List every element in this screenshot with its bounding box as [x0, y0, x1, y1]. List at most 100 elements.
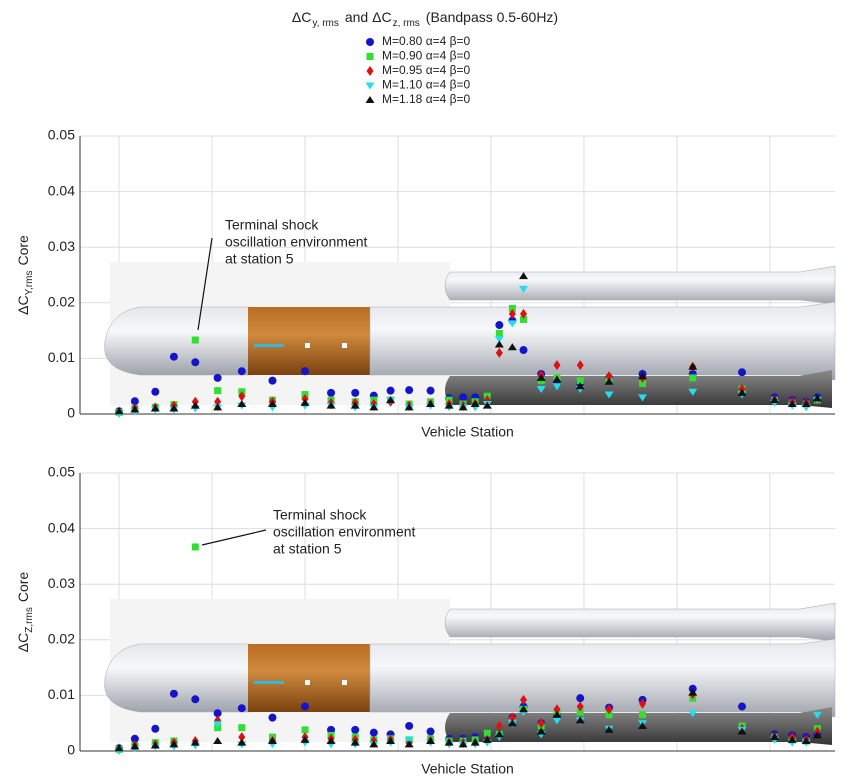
- marker-circle: [738, 368, 747, 377]
- marker-circle: [405, 721, 414, 730]
- marker-diamond: [366, 66, 374, 76]
- x-axis-label: Vehicle Station: [421, 424, 514, 440]
- marker-square: [576, 377, 584, 385]
- marker-triangle-up: [444, 738, 454, 746]
- x-axis-label: Vehicle Station: [421, 761, 514, 777]
- marker-square: [495, 329, 503, 337]
- title: ΔCy, rms and ΔCz, rms (Bandpass 0.5-60Hz): [292, 9, 558, 29]
- title-subscript: y, rms: [312, 18, 338, 29]
- marker-triangle-up: [737, 388, 747, 396]
- title-subscript: z, rms: [393, 18, 420, 29]
- y-label-text: ΔC: [15, 295, 31, 314]
- marker-diamond: [508, 712, 516, 723]
- marker-diamond: [576, 360, 584, 371]
- marker-circle: [386, 386, 395, 395]
- marker-square: [520, 315, 528, 323]
- y-tick-label: 0.03: [48, 238, 75, 254]
- marker-triangle-up: [507, 343, 517, 351]
- marker-triangle-up: [350, 401, 360, 409]
- marker-triangle-up: [190, 401, 200, 409]
- marker-diamond: [605, 371, 613, 382]
- annotation-arrow: [201, 529, 267, 546]
- marker-square: [639, 711, 647, 719]
- y-tick-label: 0.01: [48, 686, 75, 702]
- marker-square: [366, 53, 374, 60]
- marker-diamond: [238, 391, 246, 402]
- marker-square: [191, 336, 199, 344]
- y-label-subscript: Z,rms: [24, 607, 35, 633]
- marker-triangle-up: [519, 705, 529, 713]
- marker-circle: [191, 695, 200, 704]
- annotation: at station 5: [225, 251, 294, 267]
- marker-triangle-up: [365, 96, 375, 103]
- legend-label: M=0.90 α=4 β=0: [382, 49, 471, 63]
- marker-triangle-up: [552, 710, 562, 718]
- marker-circle: [151, 724, 160, 733]
- marker-square: [191, 543, 199, 551]
- marker-triangle-down: [688, 388, 698, 396]
- marker-circle: [351, 388, 360, 397]
- marker-circle: [169, 352, 178, 361]
- marker-triangle-up: [150, 741, 160, 749]
- marker-triangle-up: [350, 738, 360, 746]
- marker-triangle-up: [507, 719, 517, 727]
- marker-circle: [327, 388, 336, 397]
- marker-circle: [268, 713, 277, 722]
- y-label-text: ΔC: [15, 633, 31, 652]
- marker-triangle-up: [519, 272, 529, 280]
- marker-triangle-up: [369, 403, 379, 411]
- legend-label: M=1.10 α=4 β=0: [382, 78, 471, 92]
- marker-circle: [405, 386, 414, 395]
- marker-triangle-up: [482, 401, 492, 409]
- marker-triangle-up: [130, 742, 140, 750]
- marker-triangle-up: [638, 721, 648, 729]
- y-axis-label: ΔCY,rms Core: [15, 235, 35, 315]
- marker-diamond: [495, 720, 503, 731]
- marker-triangle-up: [386, 736, 396, 744]
- marker-square: [576, 708, 584, 716]
- chart-title: ΔCy, rms and ΔCz, rms (Bandpass 0.5-60Hz): [292, 9, 558, 29]
- marker-triangle-up: [213, 403, 223, 411]
- marker-triangle-down: [812, 711, 822, 719]
- marker-triangle-up: [458, 403, 468, 411]
- marker-triangle-up: [267, 399, 277, 407]
- y-tick-label: 0.04: [48, 519, 75, 535]
- marker-triangle-up: [386, 396, 396, 404]
- marker-triangle-down: [507, 320, 517, 328]
- marker-circle: [151, 387, 160, 396]
- marker-triangle-down: [494, 335, 504, 343]
- y-tick-label: 0.02: [48, 294, 75, 310]
- marker-diamond: [553, 704, 561, 715]
- marker-square: [689, 374, 697, 382]
- annotation: oscillation environment: [225, 234, 368, 250]
- marker-triangle-up: [801, 736, 811, 744]
- marker-triangle-up: [404, 403, 414, 411]
- annotation: Terminal shock: [225, 217, 319, 233]
- marker-triangle-down: [552, 383, 562, 391]
- marker-triangle-up: [787, 735, 797, 743]
- y-label-subscript: Y,rms: [24, 271, 35, 296]
- marker-square: [301, 726, 309, 734]
- annotation-arrow: [197, 237, 213, 331]
- y-tick-label: 0: [67, 742, 75, 758]
- marker-triangle-up: [444, 401, 454, 409]
- marker-diamond: [576, 701, 584, 712]
- marker-triangle-up: [300, 398, 310, 406]
- marker-diamond: [537, 718, 545, 729]
- marker-triangle-up: [536, 373, 546, 381]
- marker-square: [214, 387, 222, 395]
- marker-circle: [495, 321, 504, 330]
- marker-circle: [369, 728, 378, 737]
- marker-triangle-down: [604, 391, 614, 399]
- marker-triangle-up: [494, 730, 504, 738]
- marker-circle: [351, 725, 360, 734]
- marker-square: [508, 304, 516, 312]
- marker-triangle-up: [190, 738, 200, 746]
- marker-diamond: [238, 732, 246, 743]
- marker-triangle-down: [365, 82, 375, 90]
- marker-triangle-up: [458, 740, 468, 748]
- legend-label: M=0.80 α=4 β=0: [382, 34, 471, 48]
- y-tick-label: 0.01: [48, 349, 75, 365]
